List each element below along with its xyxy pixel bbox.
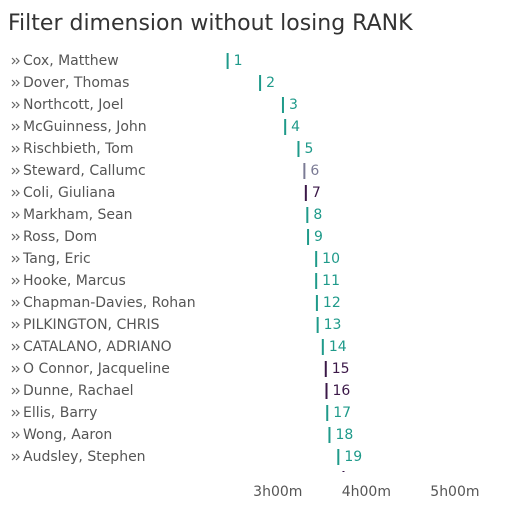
- row-label: Rischbieth, Tom: [23, 141, 134, 157]
- rank-label: 16: [333, 383, 351, 399]
- row-label: Markham, Sean: [23, 207, 132, 223]
- row-label: Coli, Giuliana: [23, 185, 115, 201]
- x-tick-label: 3h00m: [253, 484, 302, 500]
- rank-label: 1: [234, 53, 243, 69]
- row-chevron: [11, 321, 20, 329]
- rows: Cox, Matthew 1 Dover, Thomas 2 Northcott, Jo…: [11, 53, 367, 487]
- rank-label: 4: [291, 119, 300, 135]
- row-label: Audsley, Stephen: [23, 449, 146, 465]
- rank-label: 12: [323, 295, 341, 311]
- rank-label: 13: [324, 317, 342, 333]
- row-chevron: [11, 365, 20, 373]
- row-label: PILKINGTON, CHRIS: [23, 317, 160, 333]
- row-label: Cox, Matthew: [23, 53, 119, 69]
- row-chevron: [11, 453, 20, 461]
- rank-label: 20: [349, 471, 367, 487]
- rank-label: 17: [333, 405, 351, 421]
- row-chevron: [11, 57, 20, 65]
- rank-label: 19: [344, 449, 362, 465]
- row-label: CATALANO, ADRIANO: [23, 339, 172, 355]
- rank-label: 3: [289, 97, 298, 113]
- row-label: O Connor, Jacqueline: [23, 361, 170, 377]
- rank-label: 15: [332, 361, 350, 377]
- row-label: Ellis, Barry: [23, 405, 97, 421]
- row-chevron: [11, 123, 20, 131]
- rank-label: 9: [314, 229, 323, 245]
- row-chevron: [11, 409, 20, 417]
- rank-label: 18: [335, 427, 353, 443]
- row-label: Tang, Eric: [22, 251, 91, 267]
- x-tick-label: 5h00m: [430, 484, 479, 500]
- row-label: Steward, Callumc: [23, 163, 146, 179]
- rank-label: 10: [322, 251, 340, 267]
- row-label: Dover, Thomas: [23, 75, 129, 91]
- row-chevron: [11, 211, 20, 219]
- row-label: Chapman-Davies, Rohan: [23, 295, 196, 311]
- rank-label: 6: [310, 163, 319, 179]
- row-chevron: [11, 167, 20, 175]
- rank-label: 2: [266, 75, 275, 91]
- rank-label: 7: [312, 185, 321, 201]
- row-chevron: [11, 145, 20, 153]
- row-chevron: [11, 79, 20, 87]
- rank-label: 5: [304, 141, 313, 157]
- chart-title: Filter dimension without losing RANK: [8, 11, 413, 36]
- rank-label: 11: [322, 273, 340, 289]
- row-chevron: [11, 101, 20, 109]
- rank-label: 14: [329, 339, 347, 355]
- row-label: Ross, Dom: [23, 229, 97, 245]
- row-chevron: [11, 277, 20, 285]
- x-tick-label: 4h00m: [342, 484, 391, 500]
- row-chevron: [11, 299, 20, 307]
- rank-label: 8: [313, 207, 322, 223]
- row-chevron: [11, 431, 20, 439]
- row-label: McGuinness, John: [23, 119, 147, 135]
- row-chevron: [11, 387, 20, 395]
- row-label: Wong, Aaron: [23, 427, 112, 443]
- row-label: Hooke, Marcus: [23, 273, 126, 289]
- row-chevron: [11, 233, 20, 241]
- row-label: Dunne, Rachael: [23, 383, 134, 399]
- row-chevron: [11, 343, 20, 351]
- row-label: Northcott, Joel: [23, 97, 124, 113]
- row-chevron: [11, 189, 20, 197]
- row-chevron: [11, 255, 20, 263]
